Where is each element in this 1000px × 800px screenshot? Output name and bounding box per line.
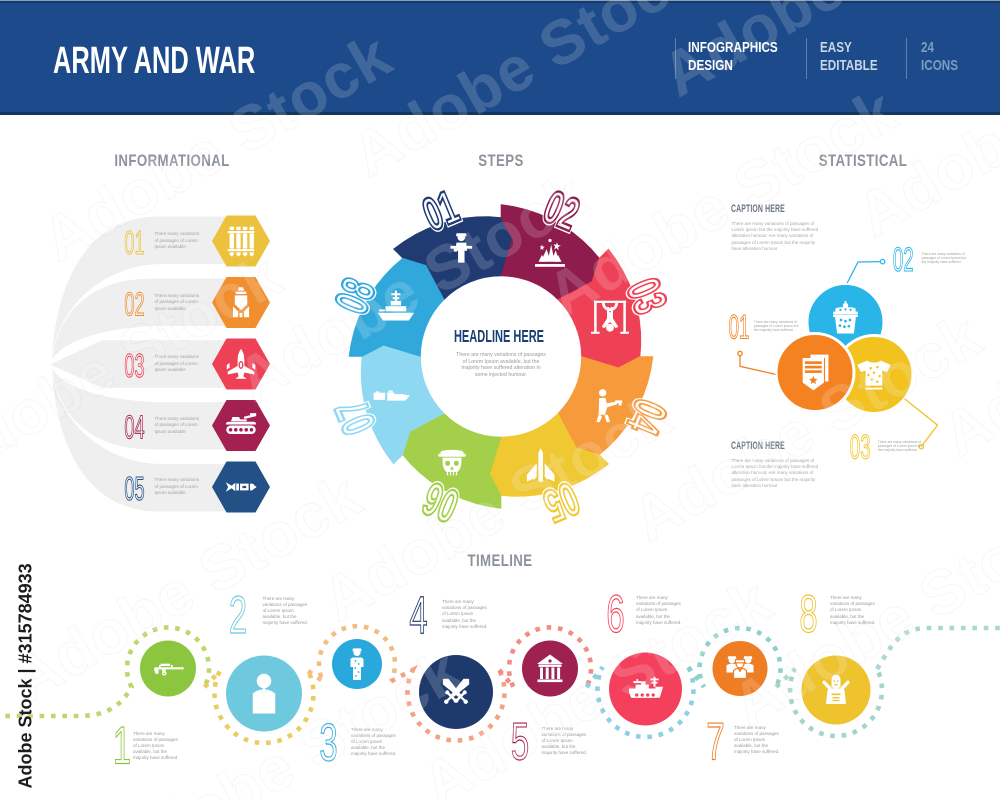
svg-text:5: 5 [511,713,529,772]
svg-text:04: 04 [124,409,144,446]
svg-text:03: 03 [850,427,871,465]
svg-text:03: 03 [124,347,144,384]
svg-text:7: 7 [706,713,724,772]
svg-text:01: 01 [729,307,750,345]
svg-text:01: 01 [124,224,144,261]
svg-text:6: 6 [606,585,624,644]
svg-text:1: 1 [113,717,131,776]
svg-text:4: 4 [409,587,427,646]
svg-text:8: 8 [799,585,817,644]
svg-text:2: 2 [229,586,247,645]
svg-text:02: 02 [124,286,144,323]
svg-text:05: 05 [124,470,144,507]
svg-text:02: 02 [893,240,914,278]
svg-text:3: 3 [319,714,337,773]
